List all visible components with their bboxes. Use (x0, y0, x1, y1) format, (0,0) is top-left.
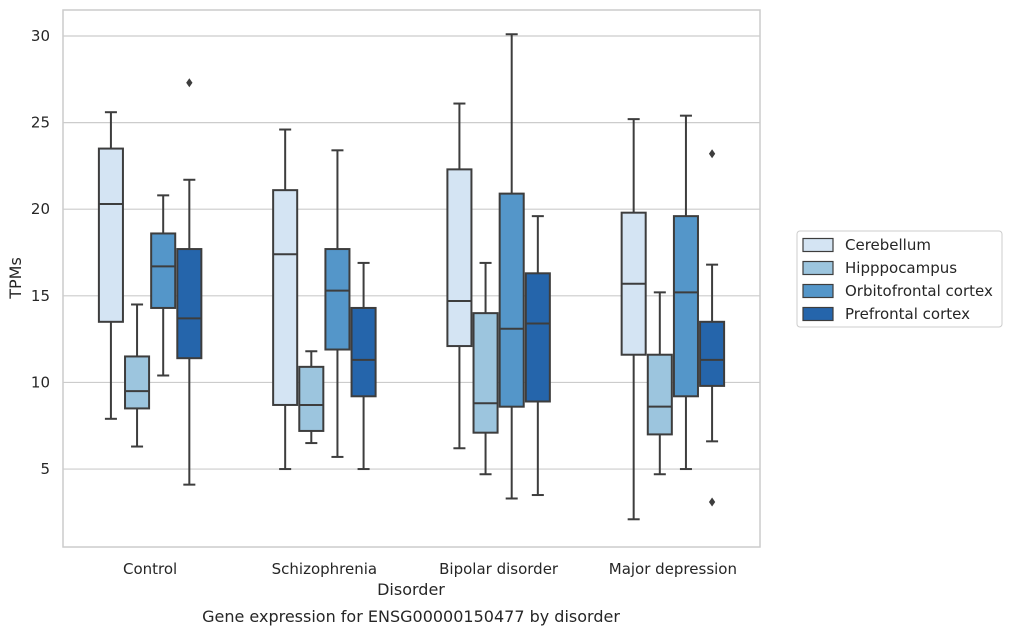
y-axis-label: TPMs (6, 257, 25, 300)
x-tick-label: Major depression (609, 560, 737, 578)
legend: Cerebellum Hipppocampus Orbitofrontal cort… (796, 230, 1003, 328)
legend-label: Cerebellum (845, 236, 931, 254)
box (472, 261, 499, 476)
legend-entries: Cerebellum Hipppocampus Orbitofrontal cort… (802, 236, 993, 323)
y-tick-label: 5 (40, 460, 50, 478)
box (524, 215, 551, 497)
legend-frame (796, 230, 1003, 328)
chart-caption: Gene expression for ENSG00000150477 by d… (202, 607, 620, 626)
box-iqr (350, 306, 377, 398)
legend-swatch (802, 260, 834, 276)
outlier-point (186, 78, 193, 88)
box (97, 111, 124, 420)
box (298, 350, 325, 445)
box (672, 114, 699, 471)
legend-label: Hipppocampus (845, 259, 957, 277)
outlier-point (708, 149, 716, 159)
box-iqr (699, 320, 726, 387)
box (498, 33, 525, 500)
legend-label: Prefrontal cortex (845, 305, 970, 323)
box-iqr (446, 168, 473, 348)
box (124, 303, 151, 448)
box-iqr (272, 189, 299, 406)
box (620, 118, 647, 521)
box (350, 261, 377, 471)
box (324, 149, 351, 458)
x-axis-label: Disorder (377, 580, 445, 599)
box-iqr (298, 365, 325, 432)
box-iqr (524, 272, 551, 403)
y-tick-label: 10 (31, 373, 50, 391)
y-tick-labels: 5 10 15 20 25 30 (31, 27, 50, 478)
box-iqr (472, 312, 499, 434)
box (272, 128, 299, 471)
outlier-point (708, 497, 716, 507)
box (646, 291, 673, 476)
y-tick-label: 15 (31, 287, 50, 305)
box-iqr (97, 147, 124, 323)
box-iqr (646, 353, 673, 436)
plot-area-frame (62, 9, 761, 548)
x-tick-label: Schizophrenia (272, 560, 377, 578)
box (446, 102, 473, 450)
x-tick-label: Bipolar disorder (439, 560, 559, 578)
box-iqr (150, 232, 177, 309)
x-tick-label: Control (123, 560, 177, 578)
legend-swatch (802, 306, 834, 322)
y-tick-label: 20 (31, 200, 50, 218)
box-iqr (124, 355, 151, 410)
legend-swatch (802, 283, 834, 299)
legend-label: Orbitofrontal cortex (845, 282, 993, 300)
box-iqr (176, 248, 203, 360)
box-iqr (324, 248, 351, 351)
x-tick-labels: Control Schizophrenia Bipolar disorder Majo… (123, 560, 737, 578)
box-elements (97, 33, 726, 521)
box-iqr (672, 215, 699, 398)
box (150, 194, 177, 377)
box-iqr (498, 192, 525, 408)
box (699, 149, 726, 507)
box (176, 78, 203, 486)
y-tick-label: 25 (31, 114, 50, 132)
legend-swatch (802, 237, 834, 253)
y-tick-label: 30 (31, 27, 50, 45)
